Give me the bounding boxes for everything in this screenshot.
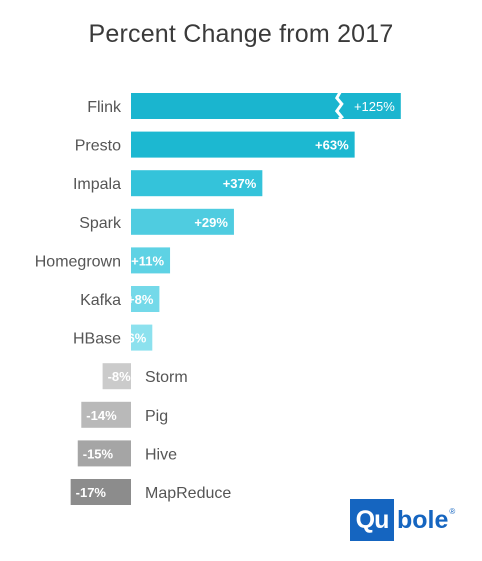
axis-break-mark [334,90,345,121]
logo-rest-text: bole [397,505,449,534]
chart-title: Percent Change from 2017 [88,20,394,48]
bar-kafka [131,286,160,312]
bar-storm [102,363,131,390]
category-label-pig: Pig [145,408,168,425]
bar-flink [131,93,401,119]
category-label-mapreduce: MapReduce [145,485,231,502]
bar-mapreduce [70,479,131,505]
bar-spark [131,208,234,235]
category-label-flink: Flink [87,99,122,116]
data-label-kafka: +8% [127,292,154,307]
qubole-logo: Qu bole ® [350,499,455,541]
bar-pig [81,401,131,428]
data-label-mapreduce: -17% [76,485,107,500]
logo-box-text: Qu [350,499,394,541]
category-label-storm: Storm [145,369,188,386]
bar-presto [131,131,355,158]
data-label-hbase: +6% [120,331,147,346]
category-label-presto: Presto [75,138,121,155]
category-label-spark: Spark [79,215,122,232]
bar-impala [131,170,263,197]
data-label-presto: +63% [315,138,349,153]
data-label-spark: +29% [194,215,228,230]
category-label-kafka: Kafka [80,292,121,309]
bar-hive [77,440,131,467]
data-label-hive: -15% [83,446,114,461]
category-label-hive: Hive [145,446,177,463]
category-label-impala: Impala [73,176,121,193]
data-label-pig: -14% [86,408,117,423]
data-label-storm: -8% [108,369,132,384]
category-label-hbase: HBase [73,331,121,348]
bar-homegrown [131,247,171,274]
data-label-flink: +125% [354,99,395,114]
bar-hbase [131,324,153,351]
data-label-impala: +37% [223,176,257,191]
category-label-homegrown: Homegrown [35,253,121,270]
data-label-homegrown: +11% [131,253,164,268]
registered-mark: ® [449,507,456,516]
